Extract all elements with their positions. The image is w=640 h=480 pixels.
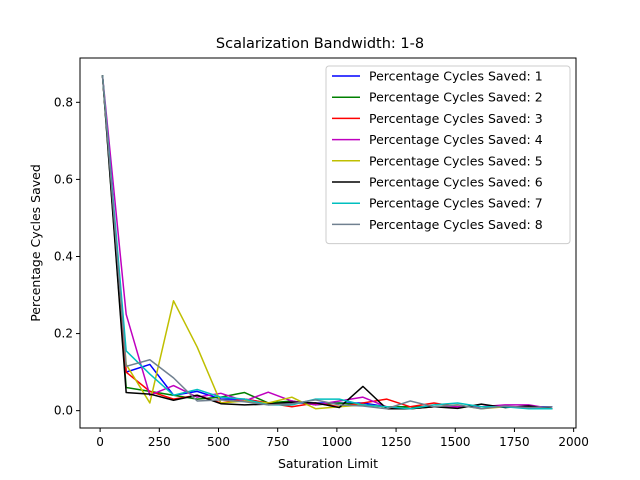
x-tick-label: 1250: [381, 435, 412, 449]
y-tick-label: 0.6: [54, 172, 73, 186]
x-tick-label: 250: [148, 435, 171, 449]
plot-area: [101, 75, 553, 410]
series-line-6: [101, 75, 553, 410]
chart-title: Scalarization Bandwidth: 1-8: [216, 36, 424, 52]
legend: Percentage Cycles Saved: 1 Percentage Cyc…: [325, 65, 571, 245]
y-tick-label: 0.0: [54, 404, 73, 418]
legend-label-2: Percentage Cycles Saved: 2: [369, 90, 543, 105]
x-tick-label: 750: [266, 435, 289, 449]
y-tick-label: 0.4: [54, 249, 73, 263]
x-tick-label: 0: [96, 435, 104, 449]
legend-label-3: Percentage Cycles Saved: 3: [369, 111, 543, 126]
legend-label-7: Percentage Cycles Saved: 7: [369, 196, 543, 211]
x-tick-label: 2000: [558, 435, 589, 449]
y-axis: 0.0 0.2 0.4 0.6 0.8: [54, 95, 80, 418]
legend-label-4: Percentage Cycles Saved: 4: [369, 132, 543, 147]
x-tick-label: 1000: [322, 435, 353, 449]
y-tick-label: 0.8: [54, 95, 73, 109]
series-line-7: [101, 75, 553, 410]
legend-label-6: Percentage Cycles Saved: 6: [369, 175, 543, 190]
series-line-8: [101, 75, 553, 410]
x-tick-label: 1750: [499, 435, 530, 449]
x-axis: 0 250 500 750 1000 1250 1500 1750 2000: [96, 428, 589, 449]
legend-label-8: Percentage Cycles Saved: 8: [369, 217, 543, 232]
y-axis-label: Percentage Cycles Saved: [28, 164, 43, 322]
axes-frame: [79, 57, 577, 429]
x-tick-label: 500: [207, 435, 230, 449]
x-axis-label: Saturation Limit: [278, 456, 378, 471]
x-tick-label: 1500: [440, 435, 471, 449]
y-tick-label: 0.2: [54, 327, 73, 341]
legend-label-1: Percentage Cycles Saved: 1: [369, 69, 543, 84]
legend-label-5: Percentage Cycles Saved: 5: [369, 153, 543, 168]
legend-box: [325, 65, 571, 245]
